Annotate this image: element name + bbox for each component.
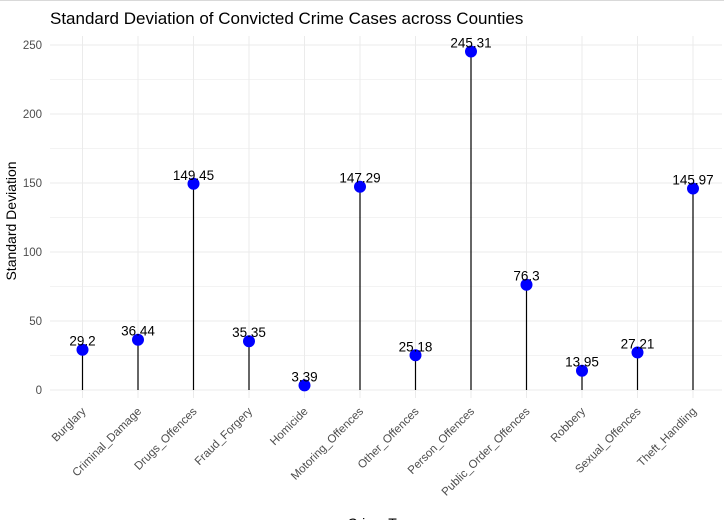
y-tick-label: 0: [36, 385, 42, 397]
data-point: [76, 343, 89, 356]
data-point: [298, 379, 311, 392]
value-label: 76.3: [513, 269, 539, 284]
y-tick-label: 50: [29, 316, 42, 328]
value-label: 35.35: [232, 325, 266, 340]
data-point: [132, 333, 144, 346]
value-label: 245.31: [450, 35, 491, 50]
data-point: [187, 177, 200, 190]
data-point: [243, 335, 255, 348]
x-tick-label: Fraud_Forgery: [193, 405, 255, 467]
value-label: 25.18: [399, 339, 433, 354]
data-point: [576, 364, 588, 377]
value-label: 27.21: [621, 336, 655, 351]
y-axis-ticks: 0 50 100 150 200 250: [23, 40, 42, 397]
stems: [81, 51, 694, 390]
y-tick-label: 250: [23, 40, 42, 52]
data-labels: 29.2 36.44 149.45 35.35 3.39 147.29 25.18 245.3…: [69, 35, 713, 384]
data-point: [687, 182, 699, 195]
points: [76, 45, 699, 392]
value-label: 149.45: [173, 168, 214, 183]
data-point: [354, 180, 366, 193]
value-label: 147.29: [339, 171, 380, 186]
value-label: 3.39: [291, 369, 317, 384]
top-border: [0, 0, 724, 1]
value-label: 13.95: [565, 355, 599, 370]
data-point: [520, 278, 533, 291]
data-point: [631, 346, 644, 359]
chart-title: Standard Deviation of Convicted Crime Ca…: [50, 9, 523, 28]
value-label: 145.97: [672, 173, 713, 188]
x-axis-ticks: BurglaryCriminal_DamageDrugs_OffencesFra…: [50, 405, 699, 498]
x-tick-label: Burglary: [50, 405, 89, 444]
y-axis-title: Standard Deviation: [3, 161, 19, 280]
data-point: [409, 349, 422, 362]
value-label: 29.2: [69, 334, 95, 349]
data-point: [465, 45, 477, 58]
value-label: 36.44: [121, 324, 155, 339]
y-tick-label: 100: [23, 247, 42, 259]
x-axis-title: Crime Type: [347, 515, 419, 520]
y-tick-label: 150: [23, 178, 42, 190]
x-tick-label: Robbery: [549, 405, 588, 444]
x-tick-label: Theft_Handling: [635, 406, 699, 470]
x-tick-label: Homicide: [268, 406, 310, 448]
y-tick-label: 200: [23, 109, 42, 121]
